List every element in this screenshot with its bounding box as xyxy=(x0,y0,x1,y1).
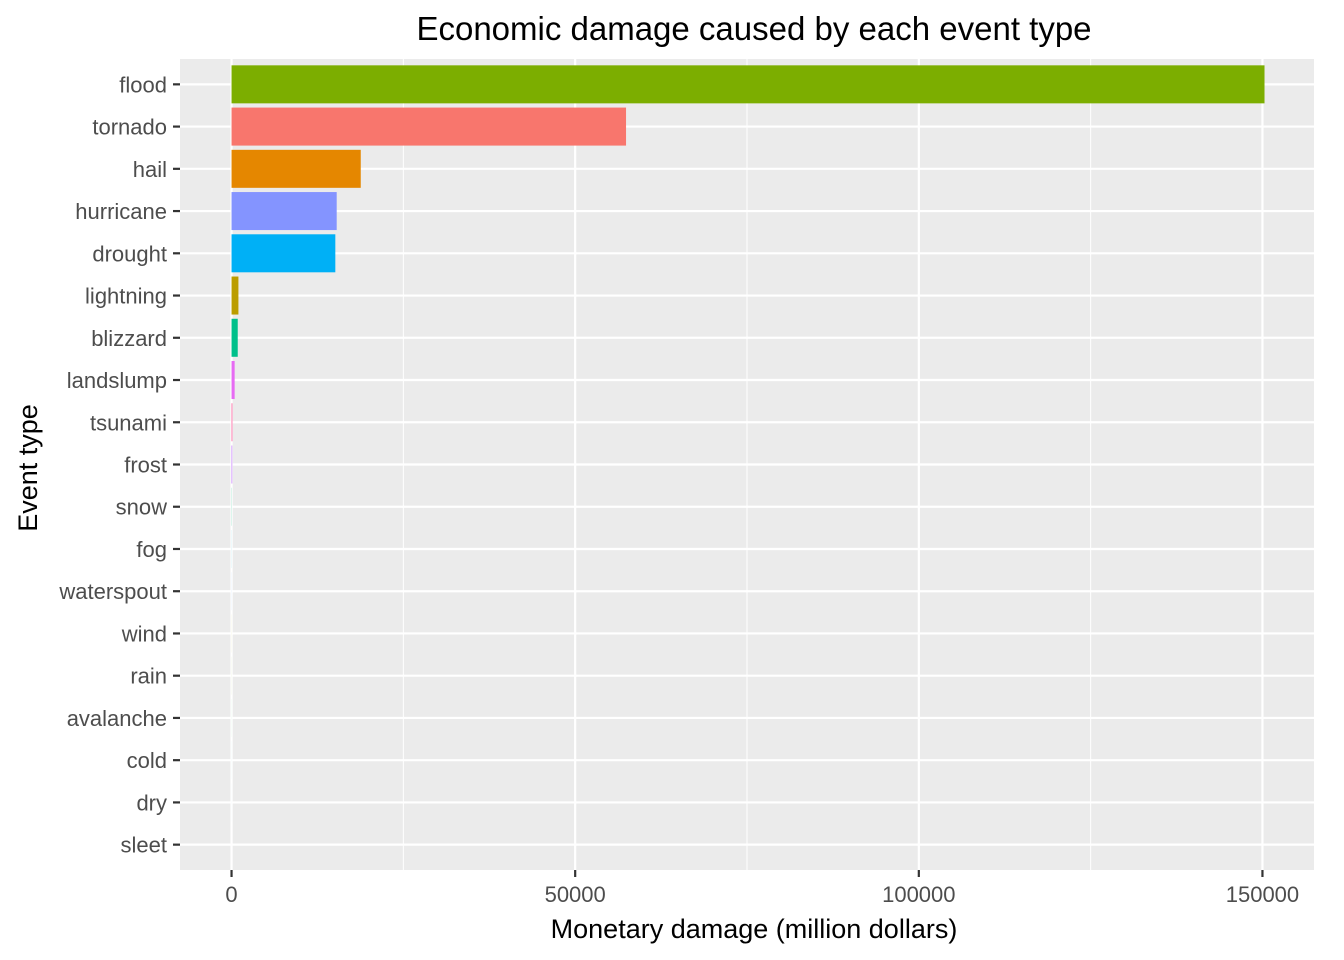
bar-lightning xyxy=(231,276,239,315)
y-tick-label: lightning xyxy=(85,284,167,309)
bar-flood xyxy=(231,65,1265,104)
y-axis: flood tornado hail hurricane drought lightnin… xyxy=(58,72,180,858)
y-tick-label: blizzard xyxy=(91,326,167,351)
bars xyxy=(231,65,1265,864)
x-tick-label: 100000 xyxy=(882,882,955,907)
y-tick-label: avalanche xyxy=(67,706,167,731)
y-axis-title: Event type xyxy=(13,404,43,532)
x-axis-title: Monetary damage (million dollars) xyxy=(551,914,958,944)
x-axis: 0 50000 100000 150000 xyxy=(225,870,1299,907)
y-tick-label: waterspout xyxy=(58,579,167,604)
y-tick-label: sleet xyxy=(121,833,167,858)
y-tick-label: hurricane xyxy=(75,199,167,224)
y-tick-label: dry xyxy=(136,790,167,815)
y-tick-label: rain xyxy=(130,664,167,689)
x-tick-label: 50000 xyxy=(545,882,606,907)
y-tick-label: tsunami xyxy=(90,410,167,435)
y-tick-label: flood xyxy=(119,72,167,97)
y-tick-label: frost xyxy=(124,453,167,478)
x-tick-label: 0 xyxy=(225,882,237,907)
y-tick-label: wind xyxy=(121,621,167,646)
y-tick-label: hail xyxy=(133,157,167,182)
bar-drought xyxy=(231,234,336,273)
bar-tsunami xyxy=(231,403,233,442)
y-tick-label: snow xyxy=(116,495,167,520)
bar-landslump xyxy=(231,361,235,400)
bar-tornado xyxy=(231,107,627,146)
y-tick-label: landslump xyxy=(67,368,167,393)
bar-frost xyxy=(231,445,233,484)
bar-hail xyxy=(231,149,361,188)
bar-hurricane xyxy=(231,192,337,231)
y-tick-label: fog xyxy=(136,537,167,562)
y-tick-label: drought xyxy=(92,241,167,266)
bar-blizzard xyxy=(231,318,238,357)
chart-title: Economic damage caused by each event typ… xyxy=(416,10,1091,47)
x-tick-label: 150000 xyxy=(1226,882,1299,907)
y-tick-label: cold xyxy=(127,748,167,773)
y-tick-label: tornado xyxy=(92,115,167,140)
